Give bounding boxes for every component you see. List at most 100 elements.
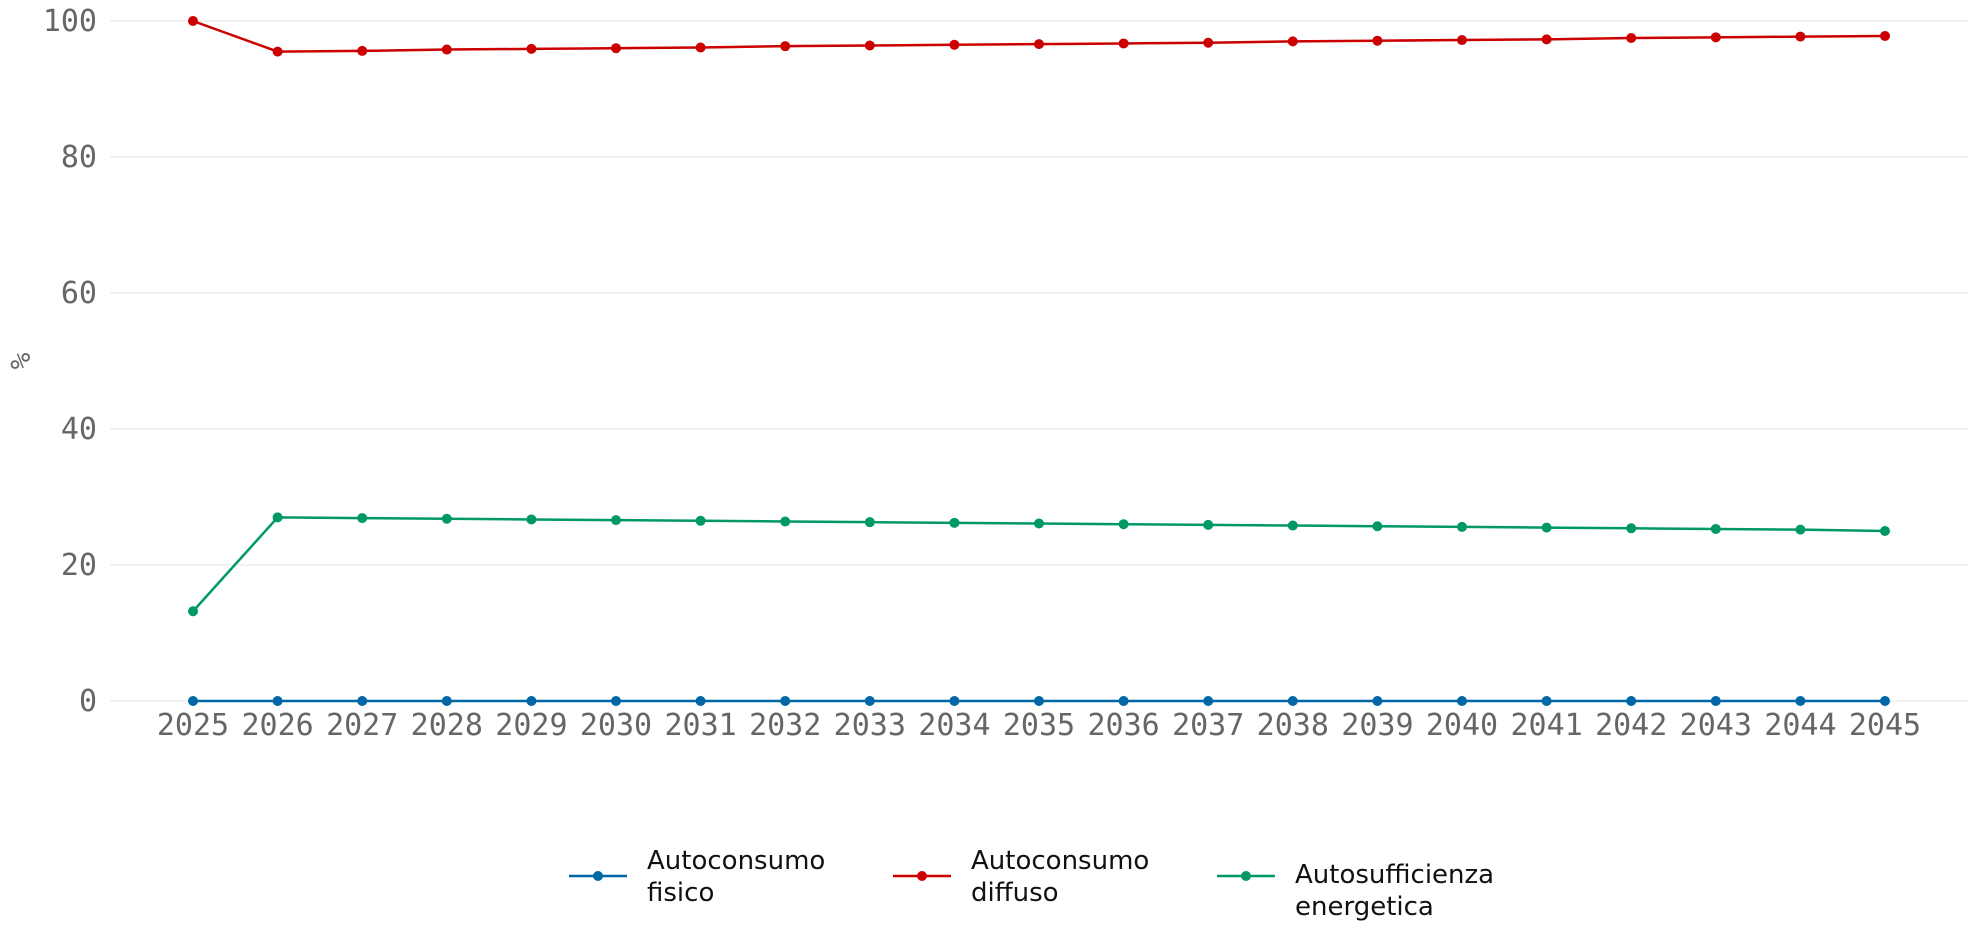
data-point [1795, 31, 1806, 42]
data-point [1372, 696, 1383, 706]
data-point [864, 517, 875, 528]
x-tick-label: 2035 [1003, 708, 1075, 743]
data-point [188, 16, 198, 26]
x-tick-label: 2041 [1510, 708, 1582, 743]
data-point [1626, 523, 1637, 534]
x-tick-label: 2043 [1680, 708, 1752, 743]
x-tick-label: 2033 [834, 708, 906, 743]
x-tick-label: 2040 [1426, 708, 1498, 743]
data-point [1880, 526, 1890, 536]
data-point [1457, 696, 1467, 706]
data-point [441, 696, 452, 706]
data-point [1795, 524, 1806, 535]
data-point [272, 696, 283, 706]
data-point [1287, 520, 1298, 531]
data-point [1795, 696, 1806, 706]
y-tick-label: 0 [79, 684, 97, 719]
data-point [949, 39, 960, 50]
data-point [1457, 521, 1467, 532]
data-point [1034, 518, 1044, 529]
data-point [1118, 696, 1129, 706]
x-tick-label: 2030 [580, 708, 652, 743]
x-tick-label: 2034 [918, 708, 990, 743]
data-point [1118, 519, 1129, 530]
data-point [272, 46, 283, 57]
data-point [1710, 523, 1721, 534]
data-point [1034, 696, 1044, 706]
data-point [1203, 37, 1214, 48]
y-tick-label: 40 [61, 412, 97, 447]
data-point [1287, 696, 1298, 706]
x-tick-label: 2042 [1595, 708, 1667, 743]
data-point [1034, 39, 1044, 50]
x-tick-label: 2028 [411, 708, 483, 743]
legend-label: fisico [647, 878, 714, 908]
data-point [695, 515, 706, 526]
legend-label: Autosufficienza [1295, 860, 1494, 890]
data-point [1287, 36, 1298, 47]
data-point [1626, 33, 1637, 43]
series-2 [188, 16, 1890, 57]
data-point [1372, 521, 1383, 532]
legend-swatch-marker [1241, 871, 1251, 881]
legend-label: Autoconsumo [971, 846, 1149, 876]
y-tick-labels: 0 20 40 60 80 100 [43, 4, 97, 719]
x-tick-label: 2045 [1849, 708, 1921, 743]
data-point [1710, 32, 1721, 43]
data-point [526, 696, 537, 706]
x-tick-label: 2038 [1257, 708, 1329, 743]
x-tick-label: 2032 [749, 708, 821, 743]
x-tick-label: 2027 [326, 708, 398, 743]
x-tick-label: 2037 [1172, 708, 1244, 743]
legend-label: energetica [1295, 892, 1434, 922]
data-point [441, 513, 452, 524]
x-tick-label: 2039 [1341, 708, 1413, 743]
legend: AutoconsumofisicoAutoconsumodiffusoAutos… [569, 846, 1494, 922]
x-tick-label: 2025 [157, 708, 229, 743]
data-point [949, 696, 960, 706]
legend-swatch-marker [593, 871, 603, 881]
x-tick-label: 2036 [1087, 708, 1159, 743]
legend-label: Autoconsumo [647, 846, 825, 876]
data-point [441, 44, 452, 55]
legend-swatch-marker [917, 871, 927, 881]
data-point [1118, 38, 1129, 49]
data-point [1880, 696, 1890, 706]
data-point [1541, 696, 1552, 706]
x-tick-label: 2031 [664, 708, 736, 743]
x-tick-label: 2029 [495, 708, 567, 743]
data-point [1541, 522, 1552, 533]
data-point [357, 696, 368, 706]
data-point [1203, 696, 1214, 706]
data-point [357, 45, 368, 56]
data-point [611, 515, 621, 526]
data-point [526, 43, 537, 54]
data-point [780, 41, 791, 52]
data-point [188, 696, 198, 706]
y-axis-title: % [4, 352, 37, 369]
data-point [357, 513, 368, 524]
data-point [695, 696, 706, 706]
data-point [1372, 35, 1383, 46]
y-tick-label: 20 [61, 548, 97, 583]
y-tick-label: 100 [43, 4, 97, 39]
x-tick-label: 2044 [1764, 708, 1836, 743]
data-point [1880, 30, 1890, 41]
data-point [611, 43, 621, 54]
data-point [780, 516, 791, 527]
data-point [780, 696, 791, 706]
data-point [526, 514, 537, 525]
y-tick-label: 60 [61, 276, 97, 311]
data-point [864, 40, 875, 51]
data-point [272, 512, 283, 523]
data-point [864, 696, 875, 706]
data-point [695, 42, 706, 53]
grid-lines [110, 20, 1968, 702]
data-point [1710, 696, 1721, 706]
series-1 [188, 696, 1890, 706]
data-point [611, 696, 621, 706]
series-3 [188, 512, 1890, 617]
series-layer [188, 16, 1890, 706]
